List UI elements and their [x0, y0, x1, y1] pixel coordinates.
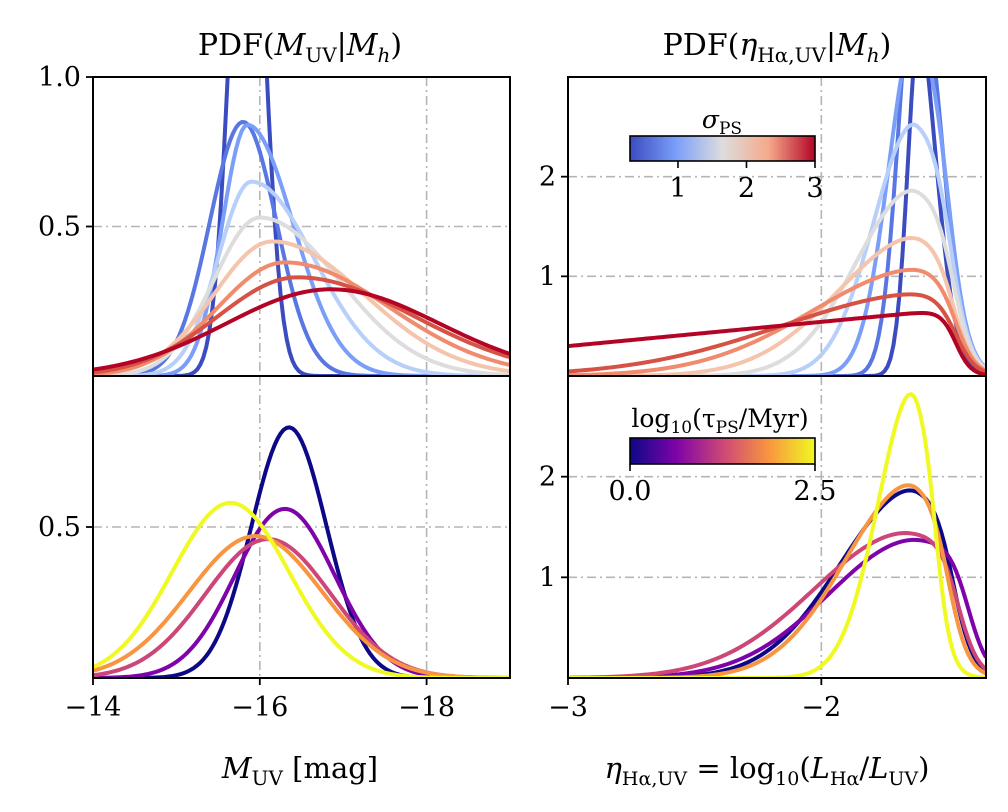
- colorbar-tau-bar: [629, 437, 816, 465]
- xlabel-right: ηHα,UV = log10(LHα/LUV): [605, 751, 930, 790]
- series-line: [568, 310, 986, 376]
- x-tick-label: −18: [398, 692, 455, 723]
- y-tick-label: 2: [539, 162, 556, 193]
- colorbar-sigma: σPS 1 2 3: [629, 105, 824, 204]
- y-tick-label: 1: [539, 261, 556, 292]
- x-tick-label: −16: [231, 692, 288, 723]
- y-tick-label: 0.5: [38, 512, 81, 543]
- colorbar-sigma-bar: [629, 135, 816, 162]
- y-tick-label: 1: [539, 562, 556, 593]
- panel-bottom-left: 0.5 −14 −16 −18: [38, 375, 511, 723]
- xlabel-left: MUV [mag]: [221, 751, 378, 790]
- colorbar-sigma-title: σPS: [702, 105, 742, 139]
- colorbar-tick-label: 3: [806, 173, 823, 204]
- series-line: [568, 292, 986, 374]
- title-right: PDF(ηHα,UV|Mh): [663, 28, 892, 67]
- title-left: PDF(MUV|Mh): [198, 28, 402, 67]
- series-line: [568, 122, 986, 376]
- colorbar-tick-label: 0.0: [609, 476, 652, 507]
- axes-frame: [567, 375, 987, 679]
- series-line: [568, 188, 986, 376]
- x-tick-label: −3: [548, 692, 588, 723]
- y-tick-label: 1.0: [38, 62, 81, 93]
- y-tick-label: 2: [539, 462, 556, 493]
- series-line: [93, 537, 510, 678]
- panel-bottom-right: 1 2 −3 −2: [539, 375, 987, 723]
- series-line: [93, 77, 510, 376]
- series-line: [568, 531, 986, 678]
- series-line: [93, 215, 510, 376]
- series-line: [93, 534, 510, 678]
- series-line: [568, 236, 986, 376]
- y-tick-label: 0.5: [38, 212, 81, 243]
- series-line: [93, 122, 510, 376]
- colorbar-tau-title: log10(τPS/Myr): [631, 404, 808, 438]
- series-line: [93, 179, 510, 376]
- x-tick-label: −2: [801, 692, 841, 723]
- colorbar-tick-label: 2.5: [794, 476, 837, 507]
- colorbar-tau: log10(τPS/Myr) 0.0 2.5: [609, 404, 837, 507]
- series-line: [568, 267, 986, 376]
- x-tick-label: −14: [65, 692, 122, 723]
- series-line: [568, 537, 986, 678]
- series-line: [93, 120, 510, 376]
- colorbar-tick-label: 1: [669, 173, 686, 204]
- colorbar-tick-label: 2: [738, 173, 755, 204]
- series-line: [93, 287, 510, 372]
- series-line: [568, 483, 986, 678]
- series-line: [93, 425, 510, 678]
